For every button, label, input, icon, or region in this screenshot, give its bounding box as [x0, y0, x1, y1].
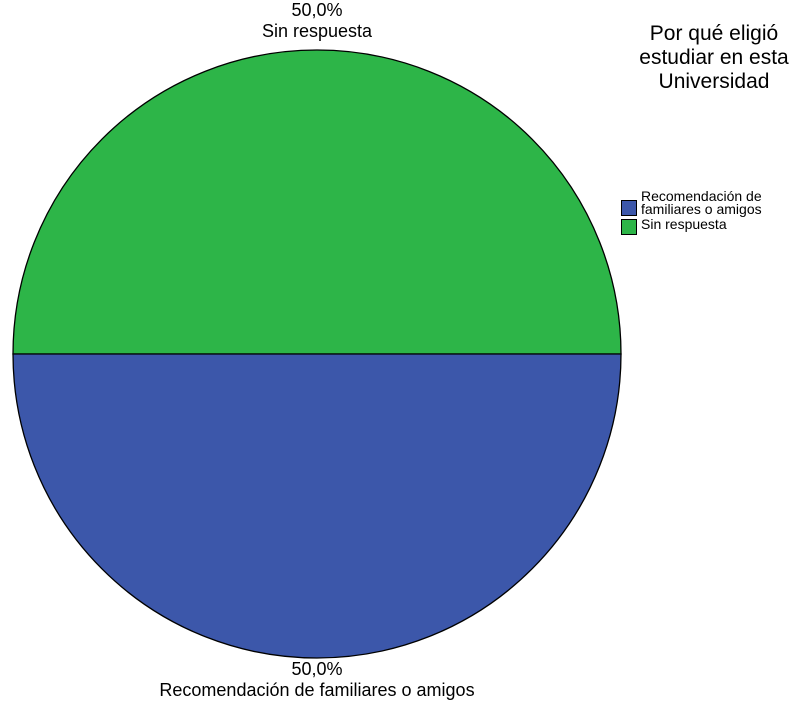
- legend-item-recomendacion: Recomendación de familiares o amigos: [621, 188, 798, 217]
- legend: Recomendación de familiares o amigos Sin…: [621, 188, 798, 237]
- legend-label-recomendacion: Recomendación de familiares o amigos: [641, 188, 762, 217]
- legend-swatch-recomendacion: [621, 200, 637, 216]
- legend-item-sin-respuesta: Sin respuesta: [621, 216, 798, 235]
- pie-slice-recomendacion-de-familiares-o-amigos: [12, 353, 622, 659]
- legend-title: Por qué eligió estudiar en esta Universi…: [639, 22, 789, 93]
- legend-label-sin-respuesta: Sin respuesta: [641, 216, 727, 232]
- slice-category-label: Sin respuesta: [262, 21, 373, 41]
- slice-percent-label: 50,0%: [291, 659, 342, 679]
- pie-slice-sin-respuesta: [12, 49, 622, 355]
- slice-category-label: Recomendación de familiares o amigos: [159, 680, 474, 700]
- legend-swatch-sin-respuesta: [621, 219, 637, 235]
- slice-percent-label: 50,0%: [291, 0, 342, 20]
